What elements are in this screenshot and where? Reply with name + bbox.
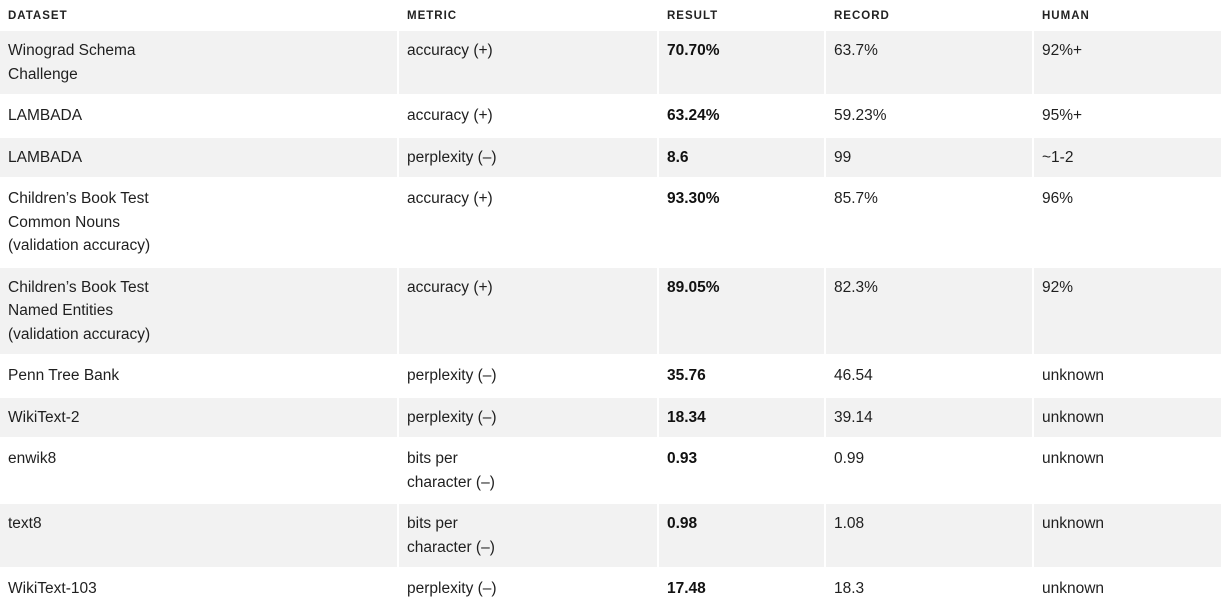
record-cell: 39.14 <box>826 397 1032 437</box>
result-cell: 0.98 <box>659 504 824 567</box>
dataset-cell: LAMBADA <box>0 96 397 136</box>
header-result: RESULT <box>667 10 719 22</box>
result-cell: 89.05% <box>659 267 824 354</box>
metric-cell: perplexity (–) <box>399 569 657 609</box>
dataset-cell: LAMBADA <box>0 137 397 177</box>
dataset-cell: Penn Tree Bank <box>0 356 397 396</box>
metric-cell: accuracy (+) <box>399 31 657 94</box>
human-cell: ~1-2 <box>1034 137 1221 177</box>
table-row: Children’s Book Test Common Nouns (valid… <box>0 179 1221 266</box>
table-row: Penn Tree Bank perplexity (–) 35.76 46.5… <box>0 356 1221 396</box>
metric-cell: accuracy (+) <box>399 179 657 266</box>
human-cell: 92%+ <box>1034 31 1221 94</box>
human-cell: unknown <box>1034 504 1221 567</box>
dataset-cell: Children’s Book Test Common Nouns (valid… <box>0 179 397 266</box>
result-cell: 70.70% <box>659 31 824 94</box>
record-cell: 18.3 <box>826 569 1032 609</box>
human-cell: unknown <box>1034 439 1221 502</box>
dataset-cell: text8 <box>0 504 397 567</box>
table-row: LAMBADA accuracy (+) 63.24% 59.23% 95%+ <box>0 96 1221 136</box>
header-human: HUMAN <box>1042 10 1090 22</box>
dataset-cell: WikiText-103 <box>0 569 397 609</box>
record-cell: 59.23% <box>826 96 1032 136</box>
dataset-cell: Children’s Book Test Named Entities (val… <box>0 267 397 354</box>
metric-cell: accuracy (+) <box>399 267 657 354</box>
table-header: DATASET METRIC RESULT RECORD HUMAN <box>0 0 1221 31</box>
record-cell: 46.54 <box>826 356 1032 396</box>
human-cell: 92% <box>1034 267 1221 354</box>
table-row: Children’s Book Test Named Entities (val… <box>0 267 1221 354</box>
record-cell: 99 <box>826 137 1032 177</box>
dataset-cell: Winograd Schema Challenge <box>0 31 397 94</box>
result-cell: 17.48 <box>659 569 824 609</box>
metric-cell: accuracy (+) <box>399 96 657 136</box>
table-row: enwik8 bits per character (–) 0.93 0.99 … <box>0 439 1221 502</box>
record-cell: 63.7% <box>826 31 1032 94</box>
human-cell: unknown <box>1034 569 1221 609</box>
human-cell: 95%+ <box>1034 96 1221 136</box>
result-cell: 18.34 <box>659 397 824 437</box>
record-cell: 1.08 <box>826 504 1032 567</box>
metric-cell: perplexity (–) <box>399 397 657 437</box>
metric-cell: bits per character (–) <box>399 504 657 567</box>
record-cell: 82.3% <box>826 267 1032 354</box>
result-cell: 35.76 <box>659 356 824 396</box>
metric-cell: perplexity (–) <box>399 356 657 396</box>
header-dataset: DATASET <box>8 10 68 22</box>
record-cell: 0.99 <box>826 439 1032 502</box>
dataset-cell: WikiText-2 <box>0 397 397 437</box>
metric-cell: bits per character (–) <box>399 439 657 502</box>
dataset-cell: enwik8 <box>0 439 397 502</box>
table-row: Winograd Schema Challenge accuracy (+) 7… <box>0 31 1221 94</box>
result-cell: 93.30% <box>659 179 824 266</box>
metric-cell: perplexity (–) <box>399 137 657 177</box>
table-row: text8 bits per character (–) 0.98 1.08 u… <box>0 504 1221 567</box>
table-row: LAMBADA perplexity (–) 8.6 99 ~1-2 <box>0 137 1221 177</box>
header-record: RECORD <box>834 10 890 22</box>
result-cell: 0.93 <box>659 439 824 502</box>
table-row: WikiText-103 perplexity (–) 17.48 18.3 u… <box>0 569 1221 609</box>
human-cell: unknown <box>1034 356 1221 396</box>
result-cell: 8.6 <box>659 137 824 177</box>
table-row: WikiText-2 perplexity (–) 18.34 39.14 un… <box>0 397 1221 437</box>
human-cell: unknown <box>1034 397 1221 437</box>
human-cell: 96% <box>1034 179 1221 266</box>
header-metric: METRIC <box>407 10 458 22</box>
result-cell: 63.24% <box>659 96 824 136</box>
record-cell: 85.7% <box>826 179 1032 266</box>
